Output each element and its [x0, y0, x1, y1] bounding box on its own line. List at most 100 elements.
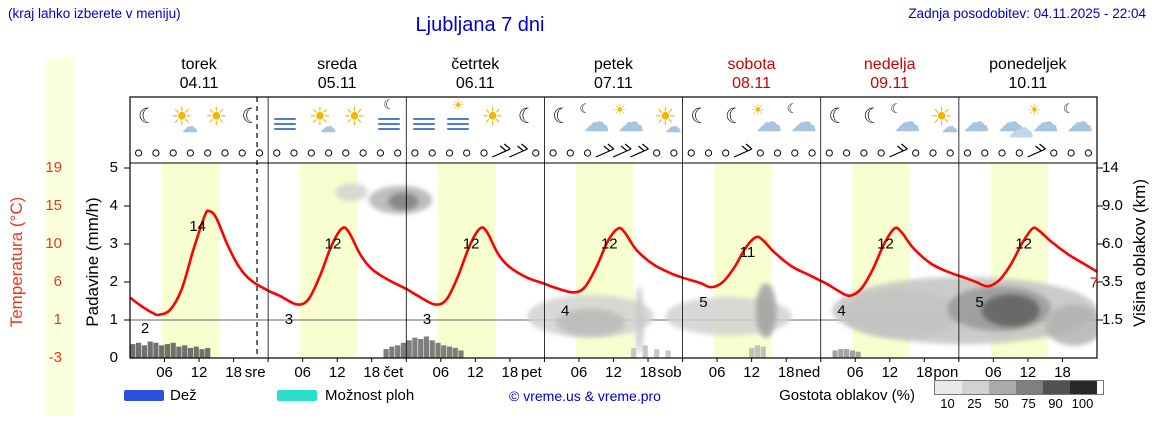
day-abbrev-label: sre	[244, 364, 266, 381]
weather-icon-cloud-moon: ☾ ☁	[889, 100, 925, 142]
low-cloud-bar	[631, 347, 637, 358]
low-cloud-bar	[383, 349, 389, 358]
icon-part	[378, 127, 401, 130]
wind-calm-icon	[704, 149, 713, 157]
height-tick-label: 3.5	[1102, 273, 1123, 290]
wind-calm-icon	[204, 149, 212, 157]
day-abbrev-label: pon	[933, 364, 959, 381]
icon-part	[378, 117, 401, 120]
low-cloud-bar	[849, 350, 855, 358]
low-cloud-bar	[193, 346, 199, 358]
temp-tick-label: 1	[53, 311, 62, 328]
time-label: 18	[639, 364, 657, 381]
density-value: 100	[1071, 396, 1094, 411]
wind-calm-icon	[428, 149, 436, 157]
icon-part	[447, 122, 470, 125]
icon-part: ☾	[890, 101, 902, 116]
wind-calm-icon	[169, 149, 177, 157]
density-cell-25	[962, 381, 989, 394]
credit-link[interactable]: © vreme.us & vreme.pro	[509, 388, 661, 404]
low-cloud-bar	[844, 349, 850, 358]
icon-part	[447, 115, 470, 133]
wind-calm-icon	[981, 149, 989, 157]
weather-icon-moon: ☾	[682, 100, 718, 142]
weather-icon-moon: ☾	[855, 100, 891, 142]
cloud-density-cells	[934, 380, 1104, 395]
icon-part: ☀	[1027, 102, 1041, 119]
wind-calm-icon	[963, 149, 972, 157]
icon-part: ☾	[241, 105, 261, 128]
weather-icon-fog	[267, 100, 303, 142]
day-header: torek 04.11	[130, 55, 268, 93]
precip-tick-label: 4	[109, 197, 118, 214]
density-value: 90	[1048, 396, 1063, 411]
wind-calm-icon	[480, 149, 488, 157]
weather-icon-cloud-moon: ☾ ☁	[1062, 100, 1098, 142]
wind-calm-icon	[394, 149, 402, 157]
icon-part: ☁	[755, 107, 782, 137]
cloud-density-blob	[1045, 304, 1097, 346]
cloud-density-scale: 10 25 50 75 90 100	[934, 380, 1104, 413]
page-title: Ljubljana 7 dni	[415, 14, 545, 36]
low-cloud-bar	[141, 345, 147, 358]
icon-part: ☀	[205, 103, 228, 131]
weather-icon-clouds: ☁ ☁	[993, 100, 1034, 143]
precip-tick-label: 5	[109, 159, 118, 176]
day-abbrev-label: čet	[383, 364, 404, 381]
precip-tick-label: 0	[109, 349, 118, 366]
wind-barb-icon	[1027, 143, 1046, 158]
low-cloud-bar	[170, 342, 176, 358]
icon-part: ☁	[665, 119, 682, 136]
time-label: 12	[190, 364, 208, 381]
height-tick-label: 1.5	[1102, 311, 1123, 328]
temperature-curve	[130, 209, 1097, 317]
weather-icon-fog	[406, 100, 442, 142]
wind-calm-icon	[325, 149, 333, 157]
icon-part: ☾	[724, 105, 744, 128]
temp-tick-label: -3	[48, 349, 62, 366]
wind-calm-icon	[584, 149, 592, 157]
icon-part: ☁	[319, 119, 336, 136]
low-cloud-bar	[395, 345, 401, 358]
time-label: 12	[1019, 364, 1037, 381]
icon-part: ☾	[383, 97, 395, 112]
low-cloud-bar	[452, 347, 458, 358]
icon-part: ☀	[451, 97, 465, 113]
temp-tick-label: 19	[45, 159, 62, 176]
time-label: 12	[881, 364, 899, 381]
temp-max-label: 11	[740, 244, 756, 261]
weather-icon-cloud-moon: ☾ ☁	[785, 100, 821, 142]
low-cloud-bar	[838, 349, 844, 358]
icon-part: ☾	[579, 101, 592, 116]
day-date: 10.11	[1008, 75, 1048, 92]
weather-icon-cloud-sun: ☀ ☁	[751, 100, 787, 142]
time-label: 18	[225, 364, 242, 381]
wind-calm-icon	[653, 149, 661, 157]
wind-calm-icon	[290, 149, 298, 157]
icon-part: ☾	[690, 105, 710, 128]
temp-min-label: 4	[561, 303, 569, 320]
icon-part	[412, 122, 435, 125]
wind-calm-icon	[670, 149, 678, 157]
icon-part	[412, 115, 435, 133]
time-label: 06	[846, 364, 864, 381]
low-cloud-bar	[418, 339, 424, 358]
height-tick-label: 9.0	[1102, 197, 1123, 214]
icon-part: ☀	[308, 103, 332, 131]
icon-part: ☀	[613, 102, 627, 119]
wind-calm-icon	[221, 149, 229, 157]
time-label: 12	[605, 364, 622, 381]
wind-calm-icon	[135, 149, 143, 157]
precip-tick-label: 2	[109, 273, 118, 290]
weather-icon-sun: ☀	[475, 100, 511, 142]
time-label: 18	[777, 364, 795, 381]
rain-label: Dež	[170, 387, 197, 404]
temp-max-label: 12	[325, 236, 342, 253]
low-cloud-bar	[159, 345, 165, 358]
low-cloud-bar	[441, 345, 447, 358]
weather-icon-moon: ☾	[544, 100, 580, 142]
temp-max-label: 12	[877, 236, 894, 253]
day-date: 04.11	[179, 75, 219, 92]
